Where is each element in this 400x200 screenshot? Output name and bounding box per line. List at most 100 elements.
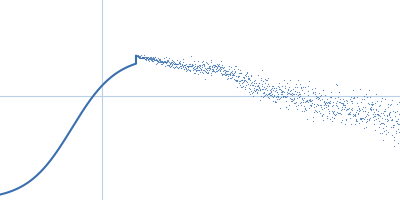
Point <box>196 64 202 67</box>
Point <box>242 84 249 87</box>
Point <box>351 95 358 98</box>
Point <box>380 112 386 115</box>
Point <box>197 70 204 73</box>
Point <box>270 85 276 88</box>
Point <box>335 112 341 115</box>
Point <box>168 59 175 62</box>
Point <box>376 104 382 108</box>
Point <box>343 108 350 111</box>
Point <box>353 119 359 123</box>
Point <box>244 82 251 85</box>
Point <box>332 96 338 99</box>
Point <box>367 108 373 111</box>
Point <box>180 61 186 64</box>
Point <box>296 95 303 98</box>
Point <box>349 99 356 103</box>
Point <box>246 88 253 91</box>
Point <box>379 97 385 100</box>
Point <box>261 95 267 98</box>
Point <box>244 76 251 79</box>
Point <box>139 56 146 59</box>
Point <box>387 116 394 119</box>
Point <box>393 132 400 135</box>
Point <box>259 84 265 87</box>
Point <box>148 58 154 61</box>
Point <box>161 60 168 63</box>
Point <box>256 86 262 89</box>
Point <box>314 102 320 106</box>
Point <box>259 80 266 83</box>
Point <box>156 57 162 61</box>
Point <box>184 64 191 67</box>
Point <box>237 72 243 75</box>
Point <box>243 80 249 83</box>
Point <box>300 86 306 89</box>
Point <box>396 113 400 116</box>
Point <box>150 56 157 59</box>
Point <box>209 66 215 69</box>
Point <box>362 93 369 96</box>
Point <box>386 111 393 114</box>
Point <box>342 119 349 122</box>
Point <box>199 63 206 66</box>
Point <box>290 87 296 90</box>
Point <box>163 56 169 59</box>
Point <box>336 91 342 94</box>
Point <box>368 105 374 109</box>
Point <box>180 63 187 66</box>
Point <box>348 122 354 126</box>
Point <box>138 56 144 59</box>
Point <box>241 77 247 80</box>
Point <box>215 68 221 71</box>
Point <box>286 103 292 106</box>
Point <box>306 98 312 102</box>
Point <box>238 78 244 81</box>
Point <box>182 64 188 67</box>
Point <box>386 112 392 115</box>
Point <box>208 74 214 77</box>
Point <box>248 74 254 77</box>
Point <box>365 88 372 91</box>
Point <box>382 108 388 111</box>
Point <box>376 126 382 129</box>
Point <box>326 110 332 113</box>
Point <box>184 68 191 71</box>
Point <box>244 70 250 73</box>
Point <box>352 122 358 126</box>
Point <box>186 62 192 66</box>
Point <box>211 63 218 67</box>
Point <box>199 71 205 74</box>
Point <box>303 109 309 112</box>
Point <box>311 103 317 106</box>
Point <box>336 100 343 103</box>
Point <box>165 64 172 67</box>
Point <box>199 59 206 62</box>
Point <box>141 56 148 59</box>
Point <box>346 117 353 120</box>
Point <box>377 131 384 134</box>
Point <box>375 113 382 116</box>
Point <box>336 90 342 94</box>
Point <box>138 57 144 60</box>
Point <box>366 118 372 121</box>
Point <box>378 100 384 103</box>
Point <box>325 100 331 104</box>
Point <box>179 64 185 67</box>
Point <box>362 109 368 113</box>
Point <box>271 94 278 97</box>
Point <box>196 67 203 70</box>
Point <box>262 77 268 80</box>
Point <box>367 117 374 120</box>
Point <box>222 68 228 71</box>
Point <box>140 57 146 60</box>
Point <box>158 59 164 62</box>
Point <box>177 65 184 68</box>
Point <box>370 122 377 125</box>
Point <box>334 84 340 87</box>
Point <box>257 98 264 102</box>
Point <box>293 82 299 85</box>
Point <box>353 110 360 114</box>
Point <box>272 96 279 99</box>
Point <box>350 113 357 116</box>
Point <box>360 106 366 109</box>
